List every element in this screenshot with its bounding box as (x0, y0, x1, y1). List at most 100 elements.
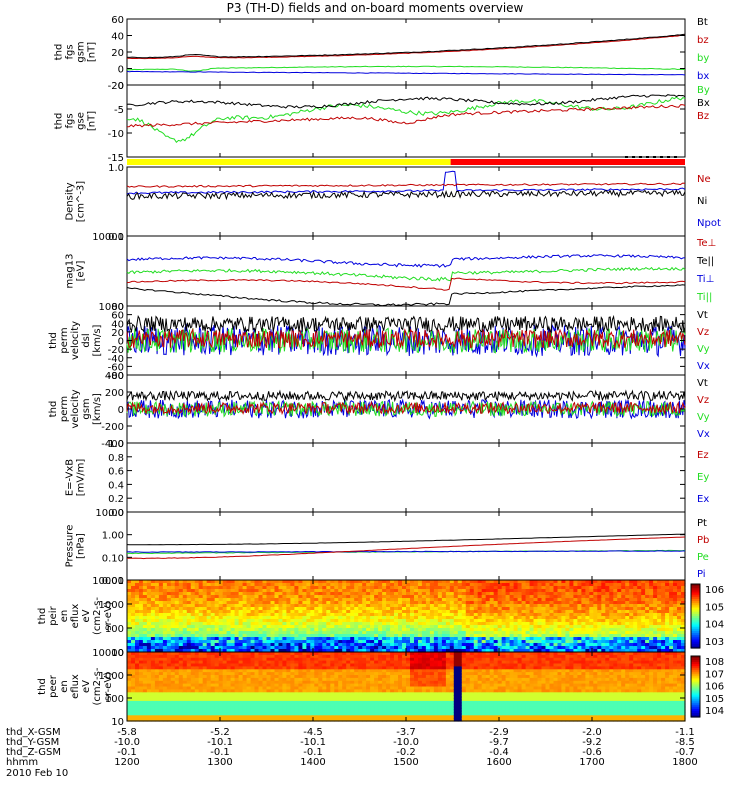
ion-spectrogram-cell (194, 580, 200, 584)
ion-spectrogram-cell (621, 628, 626, 632)
ion-spectrogram-cell (573, 643, 578, 647)
ion-spectrogram-colorbar-cell (691, 622, 700, 626)
ion-spectrogram-cell (142, 589, 148, 593)
ion-spectrogram-cell (541, 604, 547, 608)
ion-spectrogram-cell (410, 643, 415, 647)
ion-spectrogram-cell (529, 607, 535, 611)
ion-spectrogram-cell (549, 586, 555, 590)
ion-spectrogram-cell (453, 592, 459, 596)
ion-spectrogram-cell (449, 646, 455, 650)
ion-spectrogram-cell (194, 625, 200, 629)
perm-velocity-gsm-series-vt (126, 389, 686, 403)
ion-spectrogram-cell (254, 616, 260, 620)
electron-spectrogram-cell (326, 663, 331, 667)
ion-spectrogram-cell (294, 586, 299, 590)
electron-spectrogram-cell (182, 683, 188, 688)
electron-spectrogram-cell (238, 692, 244, 696)
electron-spectrogram-cell (186, 686, 192, 690)
electron-spectrogram-cell (166, 663, 172, 667)
electron-spectrogram-cell (286, 715, 291, 719)
ion-spectrogram-cell (597, 628, 602, 632)
ion-spectrogram-cell (214, 619, 220, 623)
ion-spectrogram-cell (505, 604, 511, 608)
ion-spectrogram-cell (182, 589, 188, 593)
ion-spectrogram-cell (142, 595, 148, 599)
ion-spectrogram-cell (418, 604, 423, 608)
ion-spectrogram-cell (174, 613, 180, 617)
ion-spectrogram-cell (645, 643, 650, 647)
electron-spectrogram-cell (206, 706, 212, 711)
ion-spectrogram-cell (581, 613, 586, 617)
ion-spectrogram-cell (477, 643, 483, 647)
ion-spectrogram-cell (370, 580, 375, 584)
ion-spectrogram-cell (653, 580, 658, 584)
ion-spectrogram-cell (131, 640, 136, 644)
ion-spectrogram-cell (250, 625, 256, 629)
ion-spectrogram-cell (282, 646, 287, 650)
ion-spectrogram-cell (362, 604, 367, 608)
ion-spectrogram-cell (330, 643, 335, 647)
ion-spectrogram-cell (278, 613, 284, 617)
ion-spectrogram-cell (194, 610, 200, 614)
electron-spectrogram-cell (146, 692, 152, 696)
ion-spectrogram-cell (453, 595, 459, 599)
electron-spectrogram-cell (214, 695, 220, 699)
electron-spectrogram-cell (270, 700, 276, 705)
ion-spectrogram-cell (557, 634, 563, 638)
ion-spectrogram-cell (394, 589, 399, 593)
ion-spectrogram-cell (597, 637, 602, 641)
ion-spectrogram-cell (418, 610, 423, 614)
electron-spectrogram-cell (262, 703, 268, 708)
ion-spectrogram-cell (282, 643, 287, 647)
ion-spectrogram-cell (414, 622, 419, 626)
ion-spectrogram-cell (242, 586, 248, 590)
fgs-gsm-ytick-label: -20 (108, 81, 124, 92)
perm-velocity-series-vz (126, 327, 686, 350)
ion-spectrogram-cell (497, 616, 503, 620)
ion-spectrogram-cell (378, 634, 383, 638)
ion-spectrogram-cell (274, 601, 280, 605)
electron-spectrogram-cell (270, 718, 276, 722)
ion-spectrogram-cell (410, 637, 415, 641)
ion-spectrogram-cell (545, 586, 551, 590)
ion-spectrogram-cell (362, 643, 367, 647)
ion-spectrogram-cell (433, 634, 439, 638)
ion-spectrogram-cell (589, 619, 594, 623)
ion-spectrogram-cell (509, 634, 515, 638)
electron-spectrogram-cell (234, 652, 240, 656)
ion-spectrogram-cell (553, 616, 559, 620)
ion-spectrogram-cell (170, 628, 176, 632)
ion-spectrogram-cell (505, 640, 511, 644)
electron-spectrogram-cell (142, 675, 148, 679)
ion-spectrogram-cell (282, 613, 287, 617)
electron-spectrogram-cell (131, 657, 136, 662)
ion-spectrogram-cell (250, 643, 256, 647)
ion-spectrogram-cell (497, 592, 503, 596)
electron-spectrogram-cell (222, 698, 228, 702)
ion-spectrogram-cell (625, 646, 630, 650)
ion-spectrogram-cell (218, 643, 224, 647)
ion-spectrogram-cell (501, 613, 507, 617)
electron-spectrogram-cell (210, 698, 216, 702)
electron-spectrogram-cell (266, 686, 272, 690)
ion-spectrogram-cell (250, 589, 256, 593)
electron-spectrogram-cell (166, 660, 172, 665)
ion-spectrogram-cell (493, 601, 499, 605)
ion-spectrogram-cell (577, 580, 582, 584)
ion-spectrogram-cell (601, 604, 606, 608)
ion-spectrogram-cell (657, 601, 662, 605)
ion-spectrogram-cell (601, 649, 606, 653)
ion-spectrogram-cell (433, 583, 439, 587)
ion-spectrogram-cell (633, 637, 638, 641)
electron-spectrogram-cell (222, 700, 228, 705)
ion-spectrogram-cell (222, 586, 228, 590)
ion-spectrogram-cell (266, 643, 272, 647)
ion-spectrogram-cell (545, 583, 551, 587)
ion-spectrogram-cell (673, 616, 678, 620)
ion-spectrogram-cell (135, 649, 140, 653)
ion-spectrogram-cell (437, 595, 443, 599)
ion-spectrogram-cell (429, 604, 435, 608)
ion-spectrogram-cell (174, 580, 180, 584)
ion-spectrogram-cell (127, 583, 132, 587)
electron-spectrogram-cell (298, 706, 303, 711)
